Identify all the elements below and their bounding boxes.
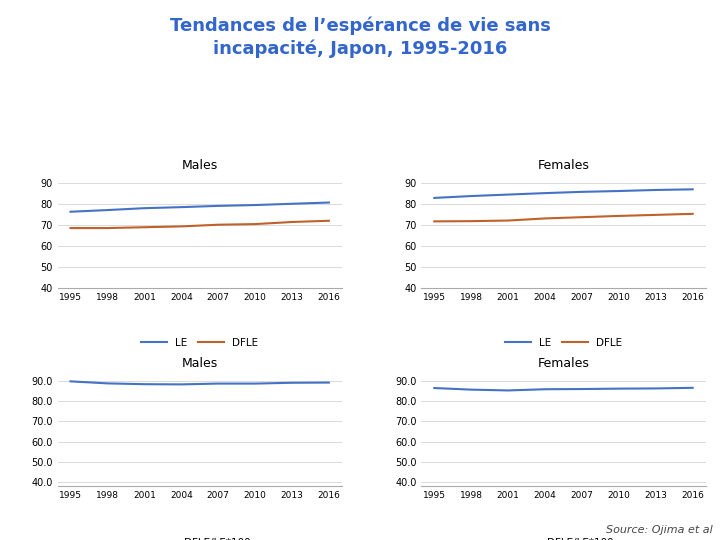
LE [688, 186, 697, 193]
DFLE [577, 214, 586, 220]
Line: DFLE: DFLE [71, 221, 329, 228]
DFLE/LE*100 [177, 381, 186, 388]
LE [66, 208, 75, 215]
LE [430, 195, 438, 201]
DFLE [467, 218, 475, 225]
DFLE/LE*100 [214, 380, 222, 387]
DFLE [214, 221, 222, 228]
Title: Females: Females [538, 159, 590, 172]
DFLE/LE*100 [541, 386, 549, 393]
Title: Males: Males [181, 357, 218, 370]
DFLE/LE*100 [504, 387, 513, 394]
Legend: LE, DFLE: LE, DFLE [137, 334, 263, 352]
DFLE [288, 219, 297, 225]
Legend: LE, DFLE: LE, DFLE [500, 334, 626, 352]
DFLE/LE*100 [251, 380, 259, 387]
DFLE [177, 223, 186, 230]
DFLE [688, 211, 697, 217]
LE [577, 188, 586, 195]
Line: LE: LE [71, 202, 329, 212]
DFLE/LE*100 [652, 385, 660, 392]
DFLE [103, 225, 112, 231]
DFLE [615, 213, 624, 219]
DFLE/LE*100 [140, 381, 148, 387]
DFLE/LE*100 [103, 380, 112, 387]
LE [504, 191, 513, 198]
LE [140, 205, 148, 212]
LE [615, 188, 624, 194]
DFLE/LE*100 [288, 380, 297, 386]
DFLE/LE*100 [467, 387, 475, 393]
DFLE/LE*100 [577, 386, 586, 392]
DFLE [652, 212, 660, 218]
Line: LE: LE [434, 190, 693, 198]
LE [325, 199, 333, 206]
LE [177, 204, 186, 211]
Title: Males: Males [181, 159, 218, 172]
LE [288, 200, 297, 207]
DFLE/LE*100 [688, 384, 697, 391]
DFLE [251, 221, 259, 227]
DFLE [325, 218, 333, 224]
DFLE/LE*100 [615, 386, 624, 392]
DFLE/LE*100 [430, 385, 438, 392]
DFLE [504, 217, 513, 224]
DFLE/LE*100 [66, 378, 75, 384]
DFLE [430, 218, 438, 225]
Text: Source: Ojima et al: Source: Ojima et al [606, 524, 713, 535]
DFLE/LE*100 [325, 379, 333, 386]
DFLE [140, 224, 148, 231]
Line: DFLE/LE*100: DFLE/LE*100 [434, 388, 693, 390]
Line: DFLE: DFLE [434, 214, 693, 221]
Legend: DFLE/LE*100: DFLE/LE*100 [145, 534, 254, 540]
LE [467, 193, 475, 199]
LE [103, 207, 112, 213]
Line: DFLE/LE*100: DFLE/LE*100 [71, 381, 329, 384]
LE [214, 202, 222, 209]
DFLE [66, 225, 75, 231]
DFLE [541, 215, 549, 222]
Legend: DFLE/LE*100: DFLE/LE*100 [509, 534, 618, 540]
Title: Females: Females [538, 357, 590, 370]
LE [652, 187, 660, 193]
LE [251, 202, 259, 208]
LE [541, 190, 549, 197]
Text: Tendances de l’espérance de vie sans
incapacité, Japon, 1995-2016: Tendances de l’espérance de vie sans inc… [170, 16, 550, 58]
